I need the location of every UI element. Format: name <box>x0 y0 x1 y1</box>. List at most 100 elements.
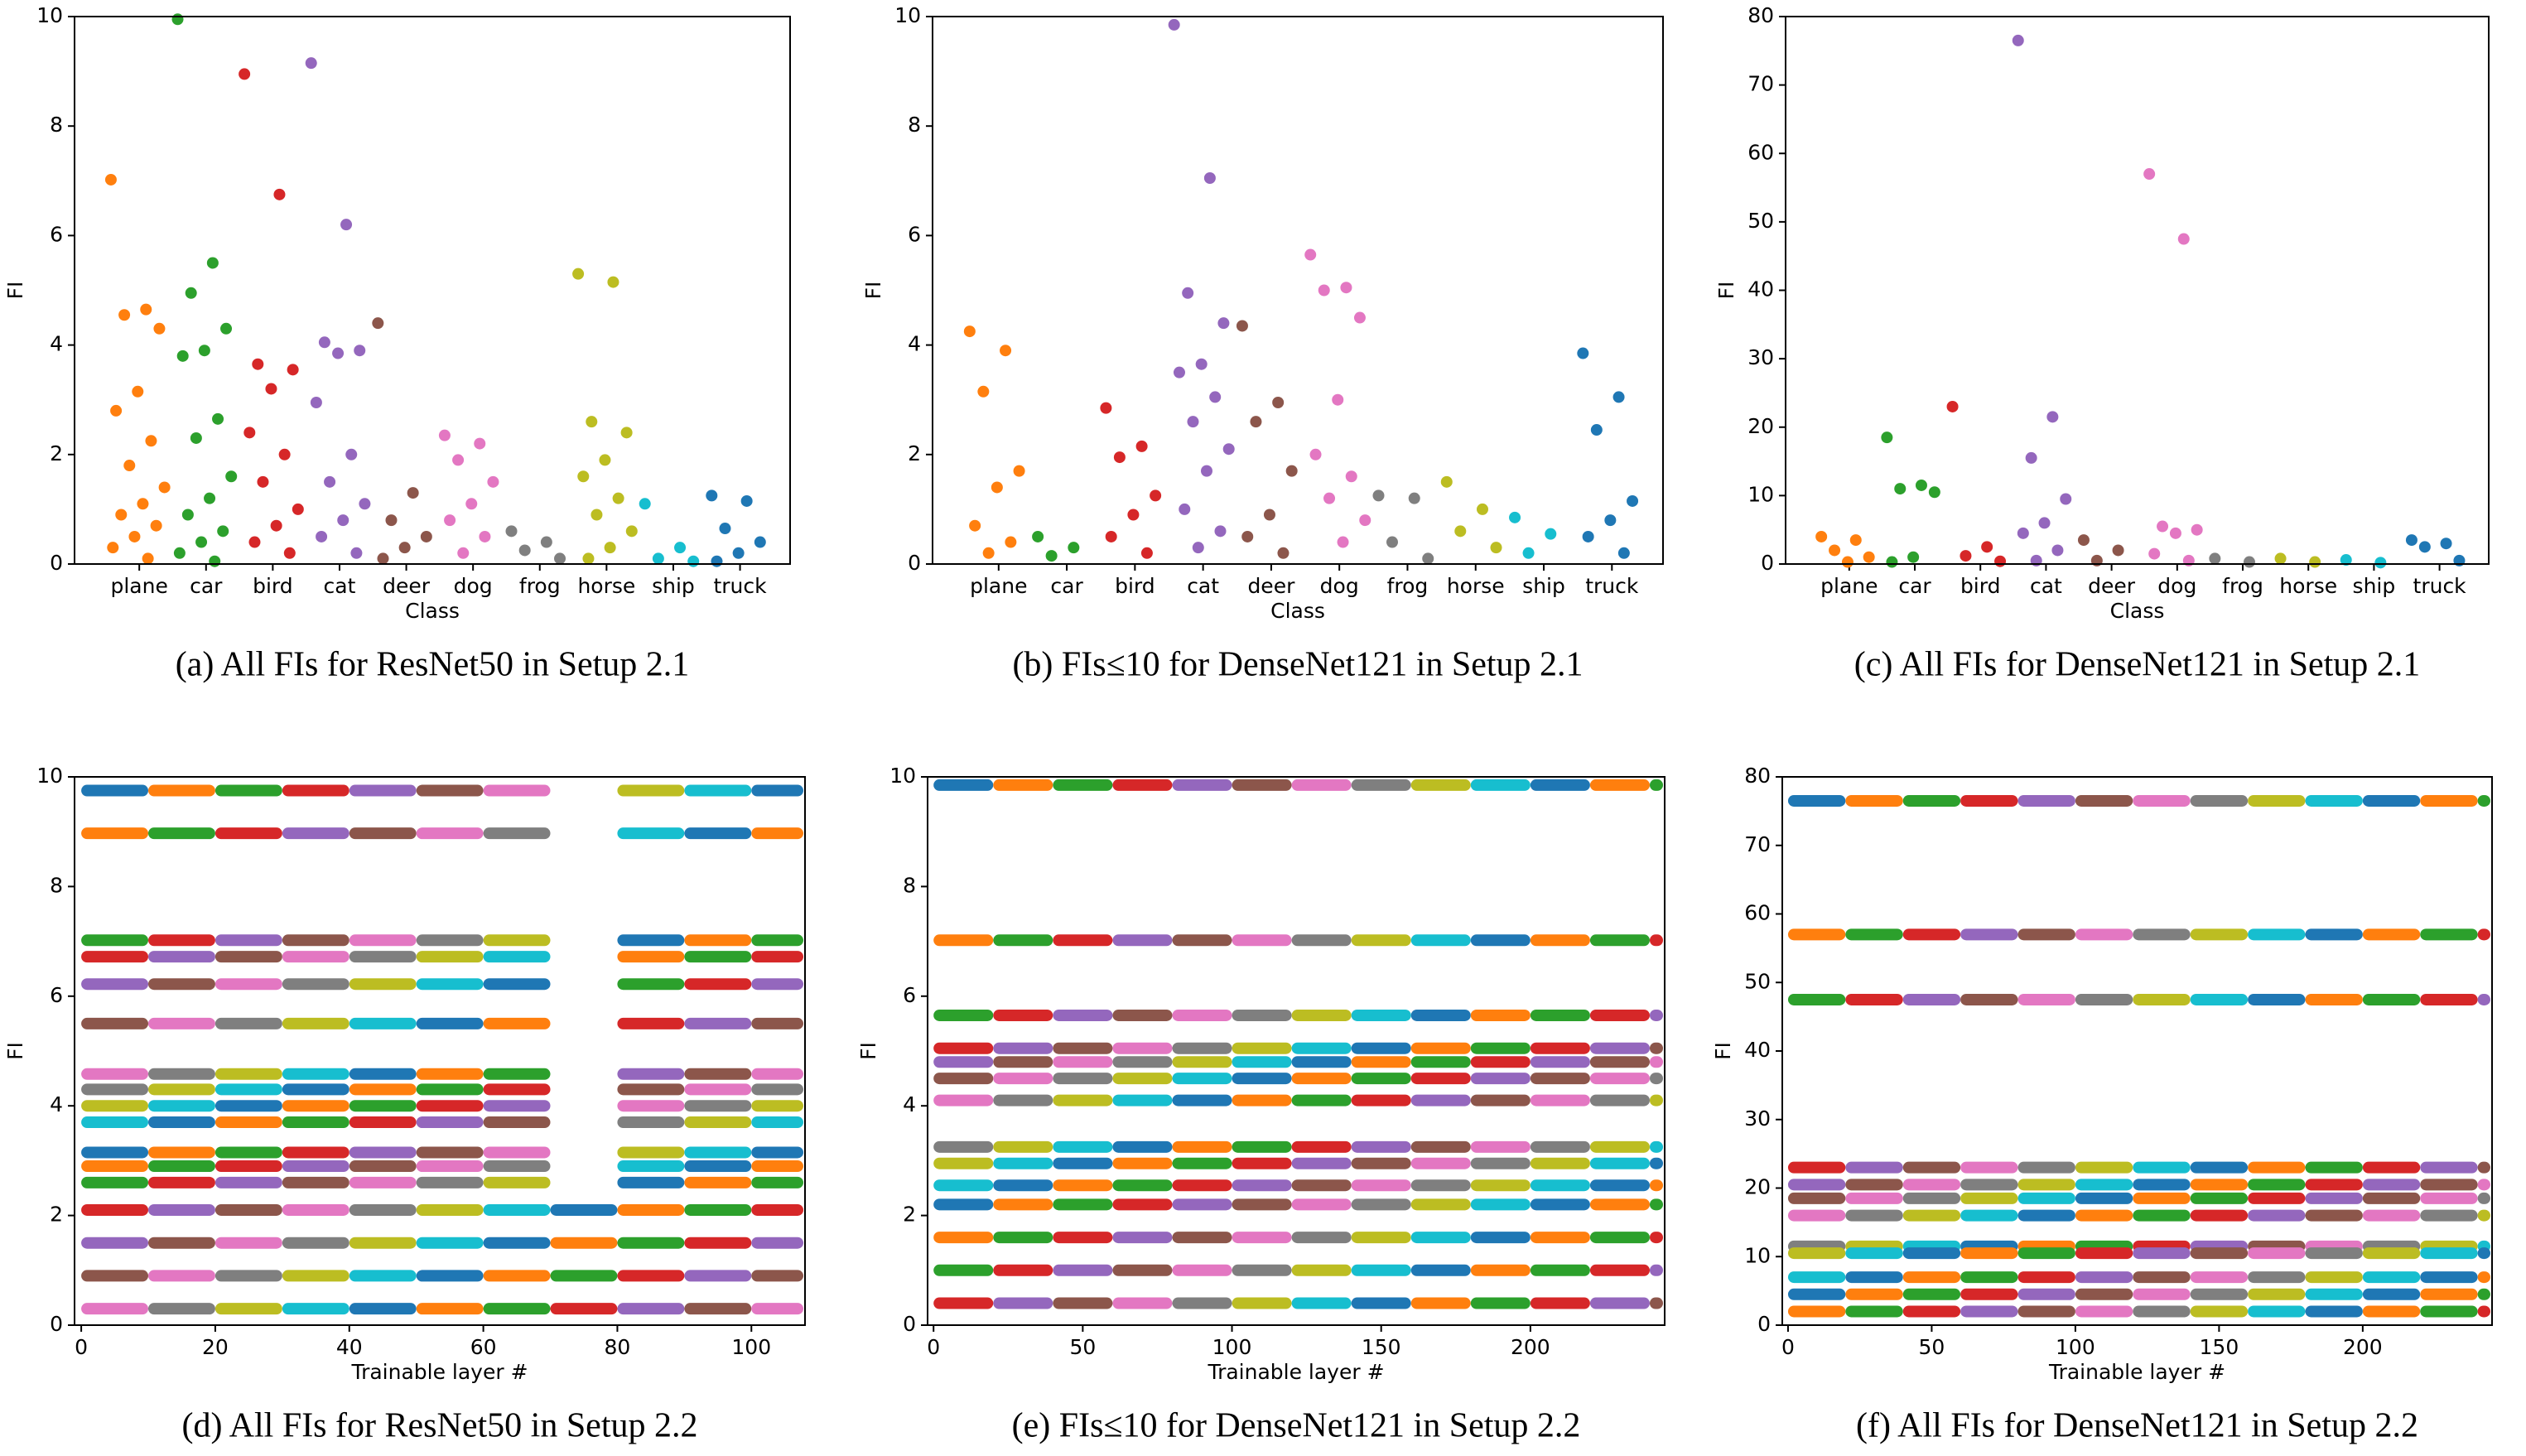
point <box>1849 534 1862 547</box>
point <box>465 498 478 510</box>
point <box>1340 282 1352 294</box>
point-band <box>1232 1198 1292 1211</box>
point-band <box>550 1203 618 1216</box>
y-tick-label: 0 <box>908 551 921 575</box>
point-band <box>993 1056 1053 1068</box>
point-band <box>1410 934 1471 947</box>
point <box>1200 465 1212 477</box>
point <box>257 475 269 488</box>
x-tick-label: frog <box>1387 574 1429 598</box>
point-band <box>349 1203 417 1216</box>
point <box>1440 475 1453 488</box>
point <box>153 322 166 335</box>
point-band <box>1649 1198 1663 1211</box>
point-band <box>684 1203 752 1216</box>
point-band <box>2362 1209 2421 1222</box>
point-band <box>2420 928 2478 941</box>
point-band <box>751 1270 803 1282</box>
point-band <box>215 1270 282 1282</box>
y-tick-label: 10 <box>36 3 63 27</box>
point-band <box>933 934 994 947</box>
point-band <box>617 1100 685 1112</box>
point-band <box>81 1083 149 1096</box>
point-band <box>933 1198 994 1211</box>
point-band <box>282 951 349 963</box>
point <box>372 317 384 330</box>
point <box>457 547 470 559</box>
point-band <box>1053 1198 1113 1211</box>
point-band <box>282 1237 349 1249</box>
point-band <box>2420 993 2478 1005</box>
x-tick-label: truck <box>1585 574 1639 598</box>
point <box>243 427 256 439</box>
point-band <box>81 1303 149 1315</box>
point-band <box>1530 1179 1590 1192</box>
point <box>2157 520 2169 533</box>
y-tick-label: 10 <box>1747 482 1774 506</box>
y-tick-label: 10 <box>36 764 63 788</box>
y-axis-label: FI <box>3 282 27 300</box>
x-tick-label: dog <box>1320 574 1359 598</box>
point-band <box>2017 928 2075 941</box>
point <box>754 536 766 548</box>
x-tick-label: deer <box>1247 574 1295 598</box>
point-band <box>2075 794 2133 807</box>
x-tick-label: ship <box>1522 574 1565 598</box>
point-band <box>2075 928 2133 941</box>
point-band <box>2477 1305 2490 1318</box>
point-band <box>2305 1247 2363 1260</box>
point-band <box>215 1100 282 1112</box>
point-band <box>2190 1271 2249 1284</box>
point <box>1203 171 1216 184</box>
point-band <box>1845 1209 1903 1222</box>
point-band <box>684 978 752 991</box>
y-tick-label: 6 <box>908 222 921 246</box>
point-band <box>215 1203 282 1216</box>
point-band <box>1470 1094 1531 1106</box>
point-band <box>1351 1264 1411 1276</box>
point-band <box>2477 993 2490 1005</box>
point-band <box>1530 1232 1590 1244</box>
point <box>1960 550 1972 562</box>
point <box>1627 494 1639 507</box>
point-band <box>751 784 803 797</box>
point-band <box>2248 1192 2306 1204</box>
point-band <box>1649 1264 1663 1276</box>
point-band <box>1172 1140 1232 1153</box>
point-band <box>2362 1271 2421 1284</box>
point-band <box>1589 1179 1650 1192</box>
y-tick-label: 4 <box>903 1092 916 1116</box>
point-band <box>1470 1140 1531 1153</box>
point <box>1915 479 1927 491</box>
point-band <box>148 1100 215 1112</box>
point-band <box>2477 1209 2490 1222</box>
point-band <box>933 1042 994 1054</box>
point-band <box>416 784 484 797</box>
x-tick-label: 100 <box>731 1335 771 1359</box>
point-band <box>684 1068 752 1080</box>
point <box>2243 556 2255 568</box>
x-tick-label: dog <box>2157 574 2196 598</box>
point-band <box>1053 1056 1113 1068</box>
point-band <box>993 934 1053 947</box>
point-band <box>1112 1042 1173 1054</box>
point-band <box>617 1068 685 1080</box>
point-band <box>1845 1179 1903 1191</box>
point-band <box>1232 1009 1292 1021</box>
point <box>607 276 619 288</box>
point-band <box>751 1100 803 1112</box>
point <box>185 287 197 299</box>
point-band <box>2190 1288 2249 1300</box>
point-band <box>1902 1209 1961 1222</box>
subplot: 0 2 4 6 8 10 plane car bird cat deer dog frog horse sh… <box>3 3 791 684</box>
y-tick-label: 10 <box>889 764 916 788</box>
point <box>398 542 411 554</box>
point <box>217 525 229 538</box>
point-band <box>684 784 752 797</box>
point-band <box>1787 1305 1846 1318</box>
x-tick-label: cat <box>1187 574 1219 598</box>
point-band <box>2477 1288 2490 1300</box>
point-band <box>993 1264 1053 1276</box>
point-band <box>1845 1271 1903 1284</box>
